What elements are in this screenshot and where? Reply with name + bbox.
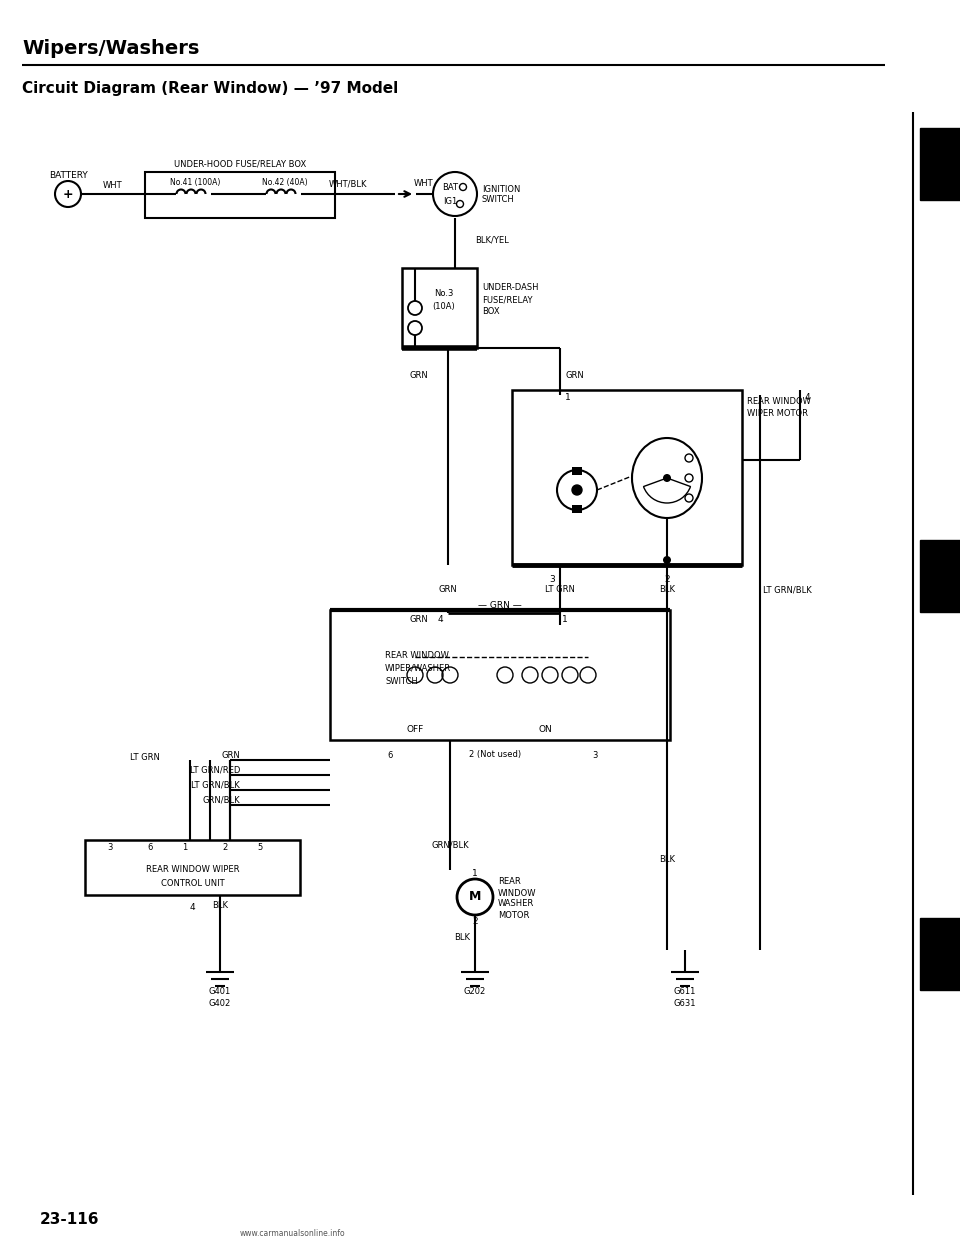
Text: (10A): (10A) [433,302,455,310]
Text: 5: 5 [257,843,263,852]
Text: BAT: BAT [442,184,458,193]
Text: 4: 4 [805,394,810,402]
Text: BOX: BOX [482,308,499,317]
Text: G202: G202 [464,987,486,996]
Text: 6: 6 [147,843,153,852]
Text: GRN/BLK: GRN/BLK [431,841,468,850]
Text: +: + [62,188,73,200]
Text: LT GRN/BLK: LT GRN/BLK [191,780,240,790]
Text: LT GRN/BLK: LT GRN/BLK [763,585,812,595]
Text: LT GRN: LT GRN [545,585,575,595]
Text: 6: 6 [387,750,393,760]
Text: 1: 1 [182,843,187,852]
Text: BLK: BLK [212,900,228,909]
Text: WINDOW: WINDOW [498,888,537,898]
Bar [920,128,960,200]
Circle shape [663,474,671,482]
Text: REAR: REAR [498,878,520,887]
Text: WHT: WHT [103,181,123,190]
Circle shape [663,556,671,564]
Wedge shape [643,478,690,503]
Text: 3: 3 [549,575,555,584]
Text: 4: 4 [190,903,195,912]
Text: IG1: IG1 [443,197,457,206]
Text: SWITCH: SWITCH [482,195,515,204]
Text: 2: 2 [223,843,228,852]
Text: GRN: GRN [221,750,240,760]
Text: No.3: No.3 [434,288,454,298]
Text: No.42 (40A): No.42 (40A) [262,178,308,186]
Text: G401: G401 [209,987,231,996]
Bar [402,268,477,348]
Text: Wipers/Washers: Wipers/Washers [22,39,200,57]
Text: LT GRN: LT GRN [131,754,160,763]
Text: IGNITION: IGNITION [482,185,520,194]
Circle shape [572,484,582,496]
Text: 2: 2 [472,917,478,925]
Text: UNDER-DASH: UNDER-DASH [482,283,539,293]
Text: GRN/BLK: GRN/BLK [203,795,240,805]
Text: REAR WINDOW WIPER: REAR WINDOW WIPER [146,866,239,874]
Text: GRN: GRN [439,585,457,595]
Text: GRN: GRN [409,370,428,380]
Text: REAR WINDOW: REAR WINDOW [385,651,449,660]
Text: OFF: OFF [406,725,423,734]
Text: WIPER MOTOR: WIPER MOTOR [747,409,808,417]
Bar [920,918,960,990]
Text: WHT: WHT [414,180,434,189]
Text: BATTERY: BATTERY [49,171,87,180]
Text: FUSE/RELAY: FUSE/RELAY [482,296,533,304]
Text: 4: 4 [437,616,443,625]
Text: 1: 1 [563,616,568,625]
Text: ON: ON [539,725,552,734]
Text: — GRN —: — GRN — [478,600,522,610]
Text: BLK: BLK [454,934,470,943]
Text: 1: 1 [472,868,478,878]
Text: G402: G402 [209,1000,231,1009]
Text: G631: G631 [674,1000,696,1009]
Text: G611: G611 [674,987,696,996]
Text: UNDER-HOOD FUSE/RELAY BOX: UNDER-HOOD FUSE/RELAY BOX [174,159,306,169]
Text: SWITCH: SWITCH [385,677,418,686]
Text: BLK/YEL: BLK/YEL [475,236,509,245]
Bar [85,840,300,895]
Text: 2: 2 [664,575,670,584]
Text: 2 (Not used): 2 (Not used) [468,750,521,760]
Text: CONTROL UNIT: CONTROL UNIT [160,878,225,888]
Bar [920,540,960,612]
Text: 1: 1 [565,394,571,402]
Text: BLK: BLK [659,585,675,595]
Text: WASHER: WASHER [498,899,535,908]
Text: GRN: GRN [409,616,428,625]
Text: www.carmanualsonline.info: www.carmanualsonline.info [240,1228,346,1237]
Text: MOTOR: MOTOR [498,910,529,919]
Text: M: M [468,891,481,903]
Text: 3: 3 [592,750,598,760]
Text: 3: 3 [108,843,112,852]
Text: GRN: GRN [565,370,584,380]
Text: REAR WINDOW: REAR WINDOW [747,397,811,406]
Bar [572,467,582,474]
Bar [330,610,670,740]
Text: Circuit Diagram (Rear Window) — ’97 Model: Circuit Diagram (Rear Window) — ’97 Mode… [22,81,398,96]
Text: WHT/BLK: WHT/BLK [328,180,368,189]
Text: 23-116: 23-116 [40,1212,100,1227]
Bar [572,505,582,513]
Text: WIPER/WASHER: WIPER/WASHER [385,663,451,672]
Bar [512,390,742,565]
Bar [145,171,335,219]
Text: BLK: BLK [659,856,675,864]
Text: No.41 (100A): No.41 (100A) [170,178,220,186]
Text: LT GRN/RED: LT GRN/RED [190,765,240,775]
